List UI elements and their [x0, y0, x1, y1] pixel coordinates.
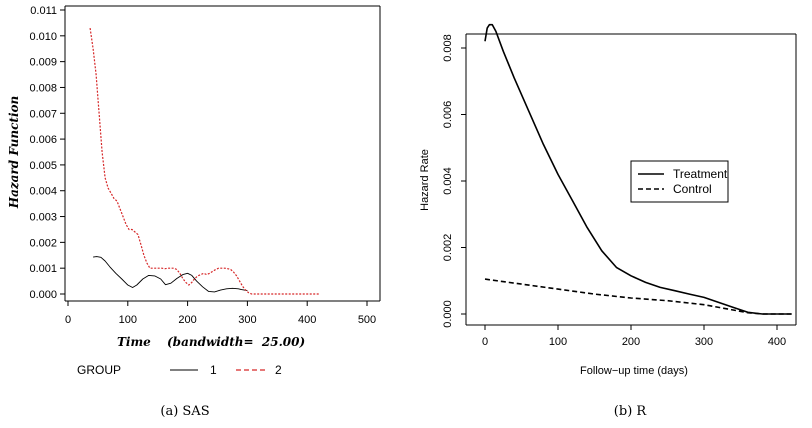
sas-y-axis-label: Hazard Function: [7, 96, 21, 210]
r-legend-box: [630, 160, 729, 203]
sas-x-axis: 0 100 200 300 400 500: [65, 301, 376, 326]
sas-x-tick-label: 500: [358, 314, 376, 326]
r-x-axis-label: Follow−up time (days): [580, 365, 688, 377]
sas-y-tick-label: 0.005: [29, 160, 57, 172]
sas-series-line-1: [93, 256, 248, 293]
sas-y-tick-label: 0.006: [29, 134, 57, 146]
sas-x-tick-label: 100: [119, 314, 137, 326]
sas-y-tick-label: 0.000: [29, 289, 57, 301]
r-series-group: [484, 23, 792, 315]
r-y-tick-label: 0.000: [442, 300, 454, 328]
sas-y-tick-label: 0.007: [29, 108, 57, 120]
r-series-line-treatment: [484, 23, 792, 315]
sas-x-axis-label: Time: [117, 335, 151, 349]
r-x-tick-label: 400: [768, 336, 786, 348]
sas-y-tick-label: 0.004: [29, 186, 57, 198]
r-y-tick-label: 0.006: [442, 101, 454, 129]
sas-series-group: [89, 28, 320, 295]
sas-legend-label-2: 2: [275, 363, 282, 377]
sas-y-tick-label: 0.009: [29, 57, 57, 69]
r-y-tick-label: 0.004: [442, 167, 454, 195]
sas-legend-title: GROUP: [77, 363, 121, 377]
r-y-tick-label: 0.008: [442, 34, 454, 62]
sas-y-tick-label: 0.010: [29, 31, 57, 43]
sas-x-axis-label-suffix: (bandwidth= 25.00): [167, 335, 305, 349]
r-legend-label-control: Control: [673, 182, 712, 196]
r-legend-label-treatment: Treatment: [673, 167, 728, 181]
r-x-tick-label: 100: [549, 336, 567, 348]
sas-x-tick-label: 300: [238, 314, 256, 326]
r-x-axis: 0 100 200 300 400: [482, 325, 786, 348]
sas-y-tick-label: 0.011: [30, 5, 57, 17]
r-x-tick-label: 200: [622, 336, 640, 348]
sas-y-axis: 0.000 0.001 0.002 0.003 0.004 0.005 0.006 0.007…: [29, 5, 65, 301]
sas-series-line-2: [89, 28, 320, 295]
sas-x-tick-label: 200: [178, 314, 196, 326]
sas-y-tick-label: 0.001: [29, 263, 57, 275]
r-x-tick-label: 0: [482, 336, 488, 348]
r-legend: Treatment Control: [630, 160, 729, 203]
r-caption: (b) R: [614, 404, 648, 419]
r-x-tick-label: 300: [695, 336, 713, 348]
sas-legend: GROUP 1 2: [77, 363, 282, 377]
sas-y-tick-label: 0.002: [29, 237, 57, 249]
r-y-tick-label: 0.002: [442, 234, 454, 262]
sas-legend-label-1: 1: [210, 363, 217, 377]
sas-chart: 0.000 0.001 0.002 0.003 0.004 0.005 0.006 0.007…: [7, 5, 381, 419]
sas-y-tick-label: 0.008: [29, 82, 57, 94]
sas-plot-frame: [64, 5, 381, 302]
r-y-axis-label: Hazard Rate: [419, 149, 431, 211]
sas-x-tick-label: 400: [298, 314, 316, 326]
sas-caption: (a) SAS: [160, 404, 209, 419]
r-series-line-control: [484, 278, 792, 315]
sas-y-tick-label: 0.003: [29, 212, 57, 224]
r-y-axis: 0.000 0.002 0.004 0.006 0.008: [442, 34, 466, 328]
sas-x-tick-label: 0: [65, 314, 71, 326]
